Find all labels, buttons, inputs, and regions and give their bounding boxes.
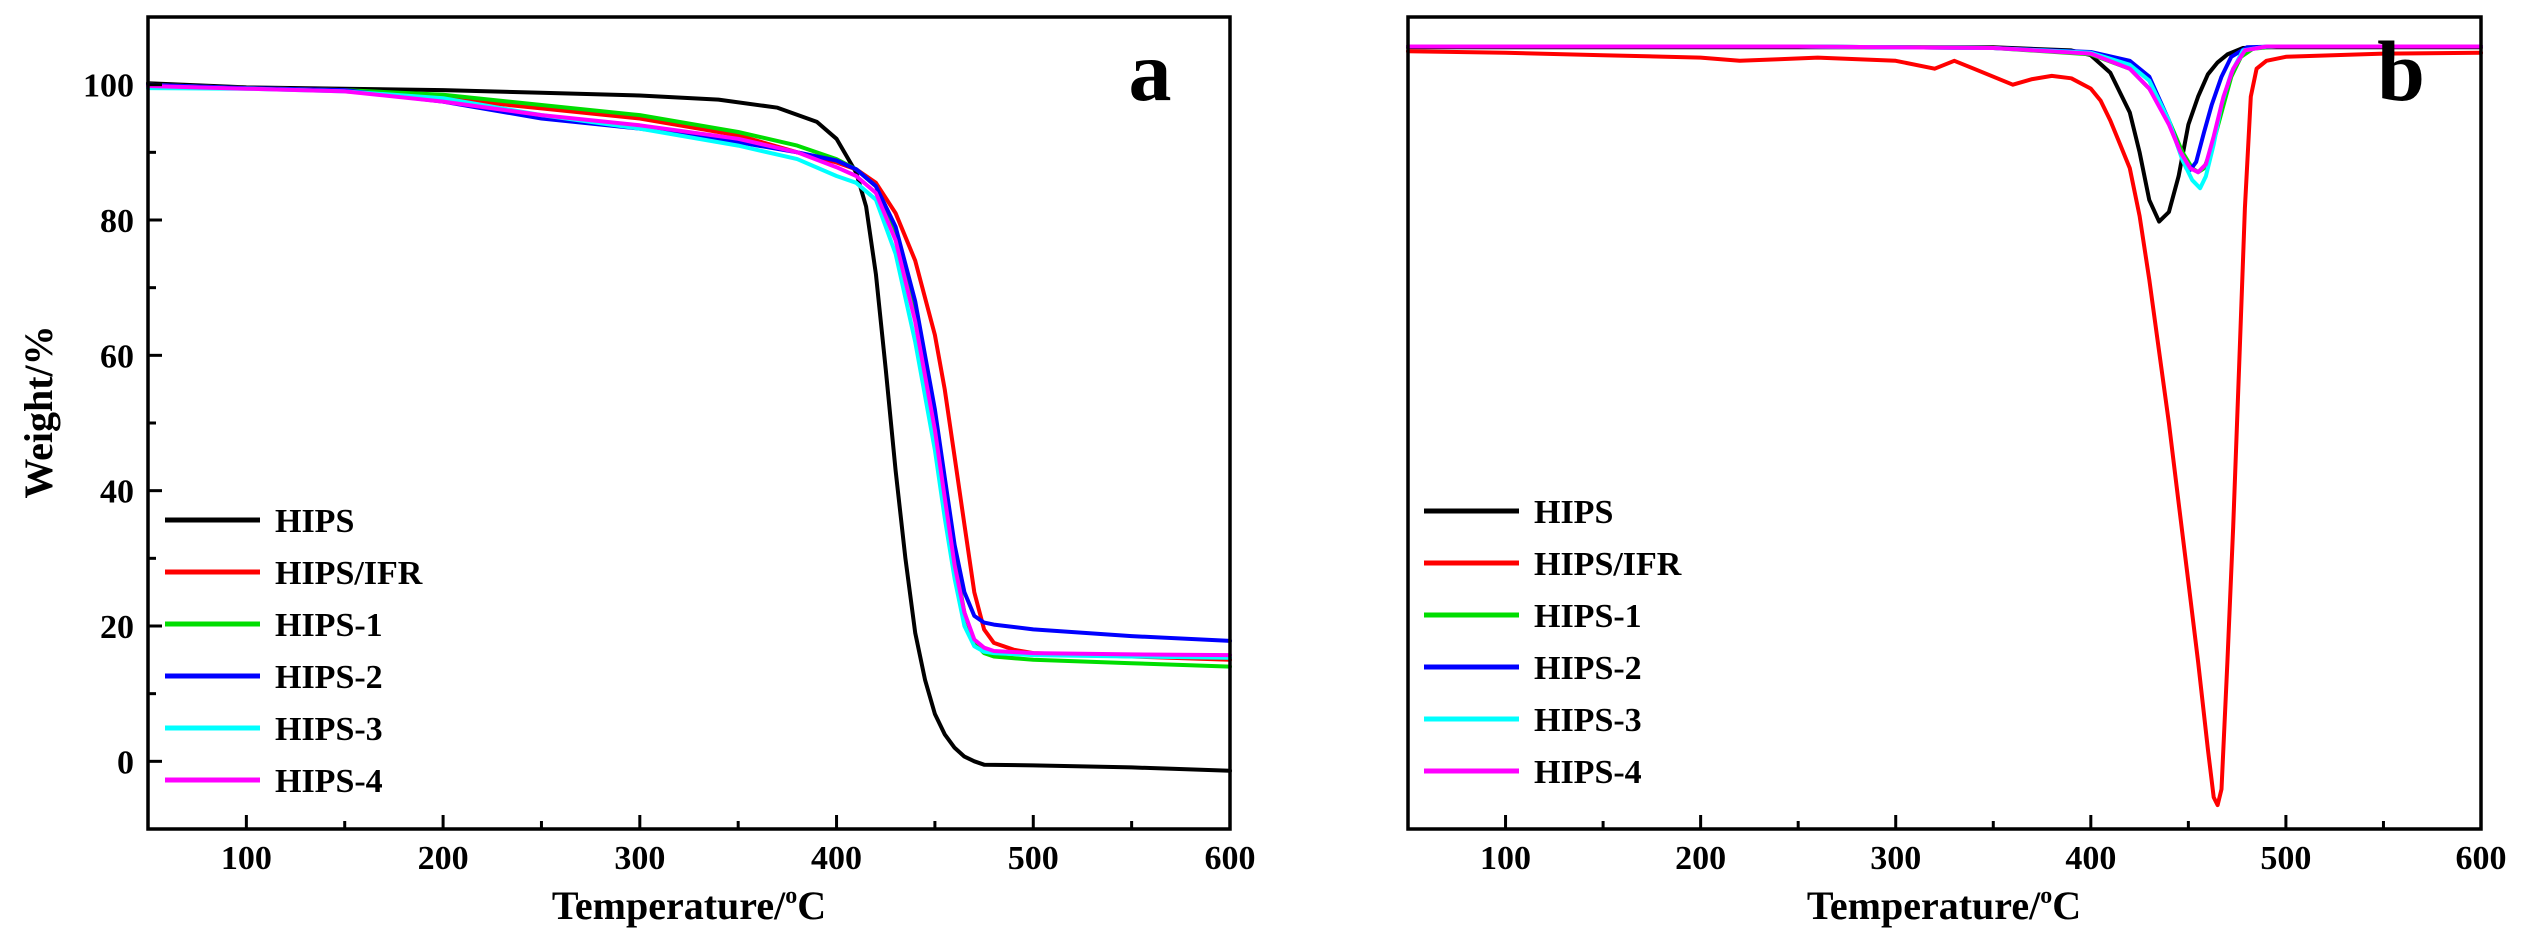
panel-b: 100 200 300 400 500 600 b Temperature/oC HIPS… (1406, 15, 2507, 928)
panel-a-ylabel: Weight/% (16, 325, 61, 498)
legend-label: HIPS-1 (275, 607, 383, 644)
panel-b-legend: HIPS HIPS/IFR HIPS-1 HIPS-2 HIPS-3 HIPS-4 (1424, 494, 1682, 791)
legend-label: HIPS-2 (1534, 650, 1642, 687)
panel-a-letter: a (1129, 23, 1172, 119)
panel-a-xlabel: Temperature/oC (552, 883, 826, 928)
x-tick-label: 100 (1480, 840, 1531, 877)
panel-a-legend: HIPS HIPS/IFR HIPS-1 HIPS-2 HIPS-3 HIPS-4 (165, 503, 423, 800)
panel-b-series-hips-ifr (1406, 49, 2483, 808)
legend-label: HIPS-4 (275, 763, 383, 800)
x-tick-label: 300 (614, 840, 665, 877)
y-tick-label: 100 (83, 68, 134, 105)
panel-b-series-hips (1406, 45, 2483, 224)
panel-b-frame (1406, 15, 2483, 831)
x-tick-label: 400 (2065, 840, 2116, 877)
panel-b-xlabel: Temperature/oC (1807, 883, 2081, 928)
panel-a-series-hips-2 (146, 82, 1232, 643)
x-tick-label: 600 (1205, 840, 1256, 877)
x-tick-label: 200 (1675, 840, 1726, 877)
panel-a: 100 200 300 400 500 600 0 20 40 60 80 100 a Tempera… (16, 15, 1256, 928)
legend-label: HIPS (275, 503, 354, 540)
legend-label: HIPS-3 (275, 711, 383, 748)
legend-label: HIPS/IFR (1534, 546, 1682, 583)
legend-label: HIPS-2 (275, 659, 383, 696)
legend-label: HIPS (1534, 494, 1613, 531)
panel-a-series-hips (146, 81, 1232, 773)
x-tick-label: 500 (1008, 840, 1059, 877)
x-tick-label: 600 (2456, 840, 2507, 877)
x-tick-label: 200 (418, 840, 469, 877)
panel-b-series-hips-3 (1406, 44, 2483, 191)
panel-b-series-hips-4 (1406, 44, 2483, 175)
legend-label: HIPS/IFR (275, 555, 423, 592)
x-tick-label: 500 (2260, 840, 2311, 877)
panel-a-series-hips-4 (146, 84, 1232, 658)
legend-label: HIPS-3 (1534, 702, 1642, 739)
legend-label: HIPS-1 (1534, 598, 1642, 635)
y-tick-label: 80 (100, 203, 134, 240)
x-tick-label: 300 (1870, 840, 1921, 877)
panel-b-letter: b (2377, 23, 2425, 119)
panel-a-ticks: 100 200 300 400 500 600 0 20 40 60 80 100 (83, 15, 1256, 877)
y-tick-label: 40 (100, 474, 134, 511)
panel-b-series-layer (1406, 44, 2483, 808)
x-tick-label: 100 (221, 840, 272, 877)
panel-b-ticks: 100 200 300 400 500 600 (1406, 815, 2507, 877)
y-tick-label: 0 (117, 744, 134, 781)
panel-a-series-layer (146, 81, 1232, 773)
y-tick-label: 20 (100, 609, 134, 646)
legend-label: HIPS-4 (1534, 754, 1642, 791)
panel-a-series-hips-ifr (146, 82, 1232, 662)
y-tick-label: 60 (100, 338, 134, 375)
x-tick-label: 400 (811, 840, 862, 877)
